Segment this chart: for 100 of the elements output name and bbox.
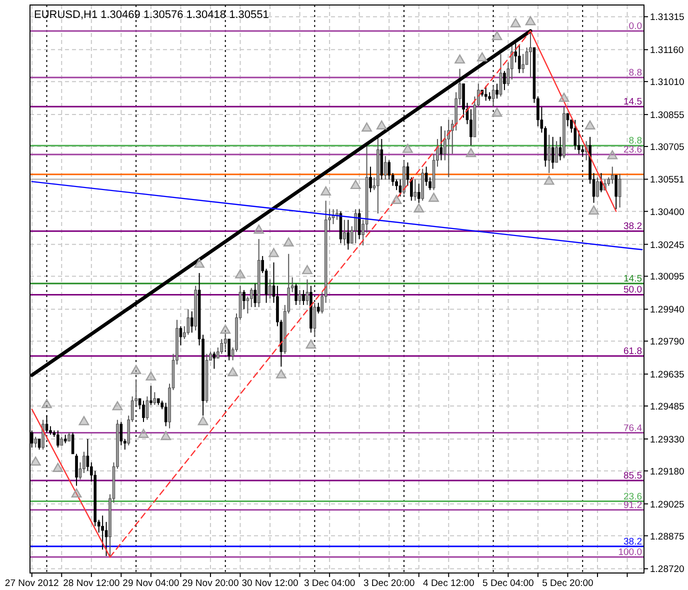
candlestick xyxy=(298,290,302,306)
point xyxy=(476,52,488,62)
annotation: 8.8 xyxy=(628,136,642,147)
candlestick xyxy=(424,166,428,186)
candlestick xyxy=(316,302,320,314)
y-tick-label: 1.29485 xyxy=(650,402,684,413)
y-tick-label: 1.30400 xyxy=(650,206,684,218)
annotation: 91.2 xyxy=(624,500,642,511)
candlestick xyxy=(38,438,41,450)
y-tick-label: 1.30855 xyxy=(650,110,684,122)
y-tick-label: 1.29790 xyxy=(650,336,684,348)
candlestick xyxy=(484,85,488,102)
candlestick xyxy=(384,156,387,180)
point xyxy=(138,428,149,438)
point xyxy=(235,269,246,278)
point xyxy=(42,399,52,408)
candlestick xyxy=(398,178,402,197)
point xyxy=(276,369,286,378)
candlestick xyxy=(496,83,498,100)
annotation: 50.0 xyxy=(624,284,642,296)
candlestick xyxy=(610,166,614,184)
x-tick-label: 27 Nov 2012 xyxy=(4,578,59,589)
candlestick xyxy=(529,30,532,78)
point xyxy=(544,176,554,185)
candlestick xyxy=(313,302,316,338)
candlestick xyxy=(82,451,86,474)
annotation: 38.2 xyxy=(624,221,642,232)
candlestick xyxy=(186,308,190,336)
point xyxy=(52,462,64,472)
annotation: 8.8 xyxy=(628,68,642,79)
candlestick xyxy=(354,208,358,244)
candlestick xyxy=(306,278,309,306)
candlestick xyxy=(71,432,74,454)
point xyxy=(414,203,424,212)
point xyxy=(112,401,123,410)
annotation: 0.0 xyxy=(628,20,642,32)
y-tick-label: 1.28720 xyxy=(650,564,684,576)
candlestick xyxy=(358,208,361,240)
annotation: 14.5 xyxy=(624,96,642,108)
point xyxy=(146,371,156,381)
y-tick-label: 1.28875 xyxy=(650,531,684,542)
candlestick xyxy=(56,430,60,448)
x-tick-label: 5 Dec 04:00 xyxy=(482,578,534,589)
candlestick xyxy=(470,108,472,146)
point xyxy=(584,120,596,130)
point xyxy=(130,365,142,374)
candlestick xyxy=(614,174,618,210)
candlestick xyxy=(503,70,506,91)
point xyxy=(428,192,439,202)
point xyxy=(402,144,413,153)
candlestick xyxy=(600,172,603,193)
annotation: 23.6 xyxy=(624,491,642,502)
point xyxy=(376,120,387,130)
y-tick-label: 1.29940 xyxy=(650,304,684,316)
candlestick xyxy=(346,219,350,250)
candlestick xyxy=(551,136,554,170)
point xyxy=(350,180,361,190)
y-tick-label: 1.29180 xyxy=(650,466,684,478)
point xyxy=(492,108,502,117)
y-tick-label: 1.29635 xyxy=(650,370,684,381)
candlestick xyxy=(34,436,37,448)
annotation: 76.4 xyxy=(624,422,642,434)
annotation: 14.5 xyxy=(624,273,642,284)
y-tick-label: 1.30551 xyxy=(650,174,684,186)
annotation: 85.5 xyxy=(624,470,642,482)
candlestick xyxy=(86,438,90,472)
candlestick xyxy=(212,351,216,370)
candlestick xyxy=(447,119,450,178)
candlestick xyxy=(164,402,168,427)
point xyxy=(588,205,599,215)
point xyxy=(320,186,331,196)
candlestick xyxy=(343,219,346,246)
candlestick xyxy=(120,421,123,446)
point xyxy=(268,248,279,258)
candlestick xyxy=(150,385,152,406)
y-tick-label: 1.30095 xyxy=(650,272,684,283)
candlestick xyxy=(499,53,502,97)
candlestick xyxy=(190,310,194,334)
candlestick xyxy=(268,278,272,300)
point xyxy=(306,340,316,349)
candlestick xyxy=(104,521,108,556)
candlestick xyxy=(414,178,417,202)
annotation: 23.6 xyxy=(624,144,642,156)
candlestick xyxy=(555,140,558,163)
point xyxy=(492,31,502,40)
candlestick xyxy=(618,173,622,208)
candlestick xyxy=(417,183,420,204)
y-tick-label: 1.30705 xyxy=(650,142,684,153)
x-tick-label: 30 Nov 12:00 xyxy=(242,578,298,589)
candlestick xyxy=(153,392,156,406)
candlestick xyxy=(510,44,514,80)
x-tick-label: 3 Dec 04:00 xyxy=(304,578,356,589)
point xyxy=(220,324,231,334)
y-tick-label: 1.29330 xyxy=(650,434,684,446)
y-tick-label: 1.29025 xyxy=(650,499,684,510)
point xyxy=(558,92,570,102)
point xyxy=(466,148,476,158)
point xyxy=(607,150,618,160)
candlestick xyxy=(522,53,524,74)
y-tick-label: 1.31010 xyxy=(650,77,684,88)
